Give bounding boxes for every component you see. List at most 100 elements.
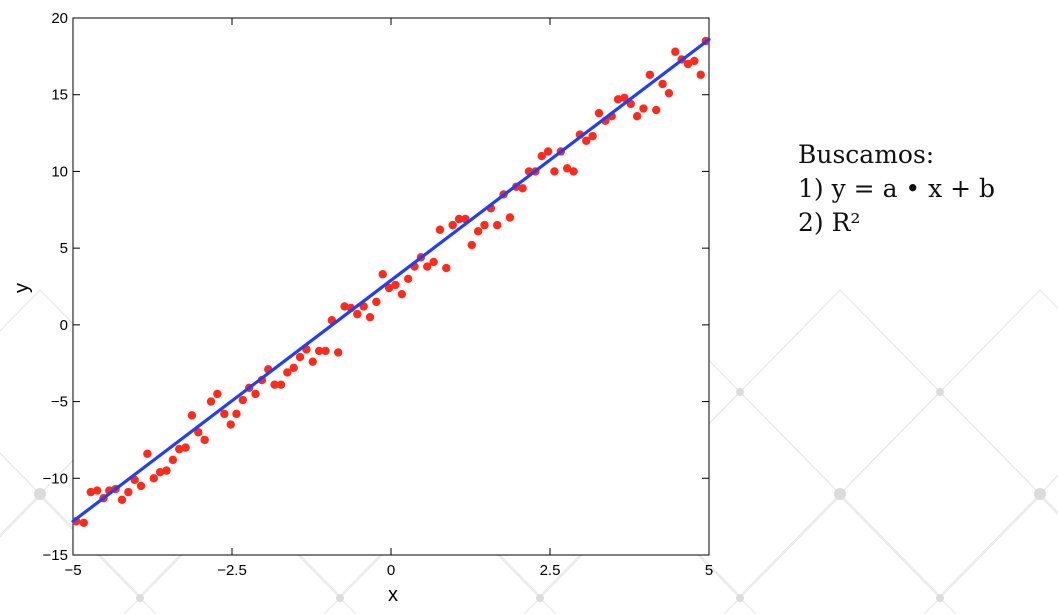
data-point xyxy=(613,95,623,104)
data-point xyxy=(391,280,400,290)
background-line xyxy=(0,452,41,495)
background-line xyxy=(939,289,1041,393)
axis-ticks: −5 −2.5 0 2.5 5 −15 −10 −5 0 5 10 15 20 xyxy=(43,10,714,579)
x-tick-label: −2.5 xyxy=(217,562,247,579)
background-dot xyxy=(834,488,846,500)
background-dot xyxy=(136,594,144,602)
data-point xyxy=(493,220,502,230)
x-tick-label: 5 xyxy=(705,562,713,579)
side-note-item-1: 1) y = a • x + b xyxy=(798,174,996,203)
data-point xyxy=(232,409,241,419)
background-dot xyxy=(736,388,744,396)
background-line xyxy=(939,495,1041,599)
data-point xyxy=(283,368,292,377)
data-point xyxy=(143,449,152,458)
data-point xyxy=(295,352,305,362)
data-point xyxy=(384,283,394,293)
background-line xyxy=(739,493,841,597)
background-line xyxy=(839,289,941,393)
background-line xyxy=(739,391,841,495)
background-line xyxy=(1039,495,1058,516)
data-point xyxy=(378,270,387,279)
y-tick-label: 5 xyxy=(60,240,68,257)
y-axis-label: y xyxy=(11,283,33,293)
data-point xyxy=(226,420,235,429)
background-line xyxy=(1039,474,1058,495)
x-axis-label: x xyxy=(388,584,398,606)
data-point xyxy=(562,164,572,173)
background-line xyxy=(739,289,841,393)
y-tick-label: 0 xyxy=(60,317,68,334)
background-dot xyxy=(936,594,944,602)
data-point xyxy=(594,108,604,118)
data-point xyxy=(537,151,546,161)
data-point xyxy=(569,167,578,176)
y-tick-label: −15 xyxy=(43,547,68,564)
data-point xyxy=(308,357,317,366)
data-point xyxy=(454,214,464,224)
background-line xyxy=(939,493,1041,597)
data-point xyxy=(372,297,381,307)
data-point xyxy=(353,309,362,319)
data-point xyxy=(696,70,705,79)
data-point xyxy=(168,455,178,465)
x-tick-label: −5 xyxy=(64,562,81,579)
background-line xyxy=(839,391,941,495)
data-point xyxy=(645,70,655,79)
data-point xyxy=(588,131,597,141)
data-point xyxy=(550,167,559,176)
data-point xyxy=(664,88,674,98)
data-point xyxy=(149,474,158,483)
data-point xyxy=(397,289,407,299)
side-note: Buscamos: 1) y = a • x + b 2) R² xyxy=(798,138,995,240)
data-point xyxy=(251,389,260,399)
data-point xyxy=(582,136,591,145)
background-dot xyxy=(34,488,46,500)
data-point xyxy=(200,435,209,445)
y-tick-label: 20 xyxy=(51,10,68,27)
data-point xyxy=(365,312,375,322)
side-note-heading: Buscamos: xyxy=(798,140,935,169)
data-point xyxy=(639,104,648,113)
data-point xyxy=(340,302,349,311)
data-point xyxy=(86,487,96,497)
background-dot xyxy=(536,594,544,602)
background-line xyxy=(0,493,41,536)
data-point xyxy=(92,486,102,495)
fit-line xyxy=(71,37,711,523)
data-point xyxy=(632,111,642,121)
data-point xyxy=(334,348,343,357)
data-point xyxy=(314,346,324,356)
background-line xyxy=(939,391,1041,495)
background-line xyxy=(1039,289,1058,310)
data-point xyxy=(505,213,515,222)
data-point xyxy=(518,184,527,193)
data-point xyxy=(206,397,216,406)
data-point xyxy=(652,105,661,115)
data-point xyxy=(403,274,413,284)
y-tick-label: −5 xyxy=(51,394,68,411)
background-dot xyxy=(336,594,344,602)
data-point xyxy=(442,263,451,273)
background-dot xyxy=(1034,488,1046,500)
background-line xyxy=(839,495,941,599)
data-point xyxy=(448,220,457,230)
data-point xyxy=(187,411,197,420)
data-point xyxy=(238,395,248,405)
data-point xyxy=(620,93,629,102)
data-point xyxy=(117,495,127,504)
background-line xyxy=(739,495,841,599)
data-point xyxy=(543,147,553,156)
x-tick-label: 2.5 xyxy=(540,562,561,579)
data-point xyxy=(194,428,203,437)
data-point xyxy=(155,467,165,477)
data-point xyxy=(289,363,298,373)
background-line xyxy=(839,493,941,597)
data-point xyxy=(124,487,133,497)
data-point xyxy=(270,380,279,389)
background-line xyxy=(1039,493,1058,514)
background-line xyxy=(0,289,41,332)
background-dot xyxy=(736,594,744,602)
y-tick-label: 15 xyxy=(51,87,68,104)
